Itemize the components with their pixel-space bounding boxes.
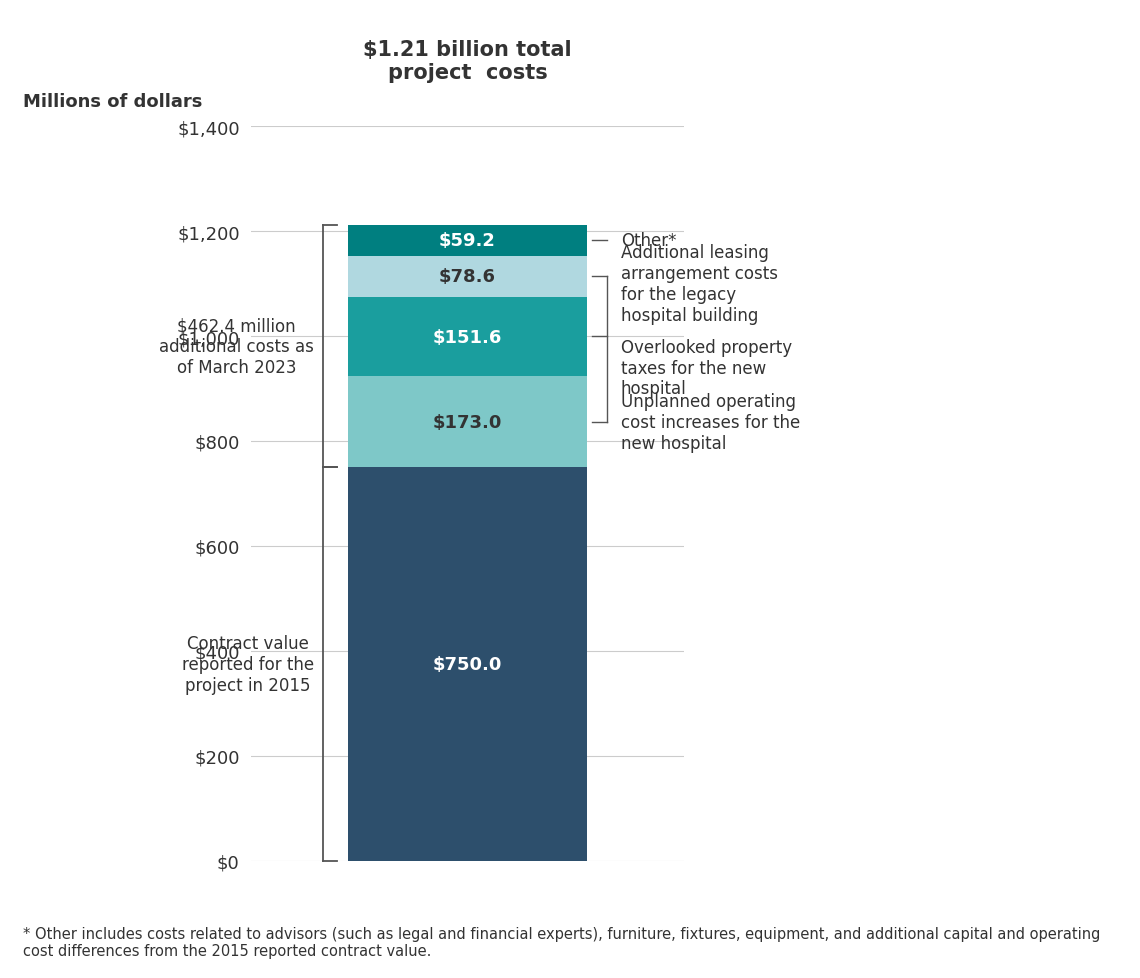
Bar [349,378,586,467]
Text: $462.4 million
additional costs as
of March 2023: $462.4 million additional costs as of Ma… [160,317,314,377]
Text: Other*: Other* [621,232,676,250]
Text: $78.6: $78.6 [439,268,496,286]
Text: Millions of dollars: Millions of dollars [23,93,202,111]
Bar [349,226,586,256]
Bar [349,467,586,861]
Text: Unplanned operating
cost increases for the
new hospital: Unplanned operating cost increases for t… [621,392,800,452]
Text: * Other includes costs related to advisors (such as legal and financial experts): * Other includes costs related to adviso… [23,926,1100,958]
Text: $1.21 billion total
project  costs: $1.21 billion total project costs [363,40,572,83]
Bar [349,256,586,297]
Text: $151.6: $151.6 [433,329,502,346]
Text: Contract value
reported for the
project in 2015: Contract value reported for the project … [182,635,314,694]
Text: $173.0: $173.0 [433,414,502,431]
Bar [349,297,586,378]
Text: Overlooked property
taxes for the new
hospital: Overlooked property taxes for the new ho… [621,338,792,398]
Text: $750.0: $750.0 [433,655,502,673]
Text: $59.2: $59.2 [439,232,496,250]
Text: Additional leasing
arrangement costs
for the legacy
hospital building: Additional leasing arrangement costs for… [621,244,777,325]
